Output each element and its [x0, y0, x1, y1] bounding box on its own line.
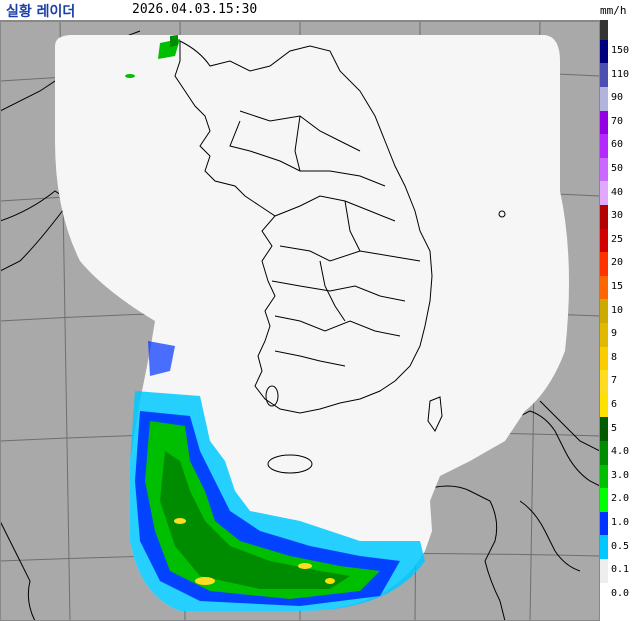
legend-swatch: [600, 110, 608, 135]
legend-swatch: [600, 20, 608, 40]
legend-swatch: [600, 275, 608, 300]
legend-swatch: [600, 511, 608, 536]
legend-label: 15: [611, 281, 624, 292]
jeju-island: [267, 454, 313, 474]
legend-swatch: [600, 39, 608, 64]
legend-swatch: [600, 87, 608, 111]
legend-label: 110: [611, 68, 630, 80]
legend-swatch: [600, 63, 608, 87]
legend-label: 9: [611, 328, 618, 340]
legend-label: 2.0: [611, 493, 630, 505]
legend-label: 70: [611, 115, 624, 127]
legend-swatch: [600, 181, 608, 205]
legend-swatch: [600, 559, 608, 583]
legend-unit-label: mm/h: [600, 4, 627, 17]
islands: [265, 210, 506, 474]
observation-timestamp: 2026.04.03.15:30: [132, 2, 258, 17]
legend-swatch: [600, 370, 608, 394]
legend-label: 5: [611, 422, 618, 434]
legend-swatch: [600, 205, 608, 229]
legend-label: 40: [611, 186, 624, 198]
radar-map[interactable]: [0, 20, 600, 621]
legend-label: 150: [611, 45, 630, 56]
legend-label: 1.0: [611, 517, 630, 528]
page-title: 실황 레이더: [6, 4, 76, 20]
legend-swatch: [600, 441, 608, 465]
precipitation-echoes: [125, 35, 425, 611]
legend-label: 0.1: [611, 564, 630, 576]
legend-swatch: [600, 464, 608, 489]
legend-swatch: [600, 535, 608, 559]
tsushima-island: [427, 396, 443, 432]
legend-swatch: [600, 417, 608, 441]
legend-swatch: [600, 393, 608, 418]
legend-color-bar: [600, 20, 608, 620]
legend-swatch: [600, 488, 608, 512]
legend-label: 0.0: [611, 587, 630, 599]
legend-label: 20: [611, 257, 624, 269]
korea-boundaries: [174, 40, 433, 414]
legend-label: 90: [611, 92, 624, 104]
legend-label: 4.0: [611, 446, 630, 458]
legend-label: 6: [611, 399, 618, 410]
legend-swatch: [600, 157, 608, 182]
precipitation-legend: 150 110 90 70 60 50 40 30 25 20 15 10 9 8 7 6 5 4.0 3.0 2.0…: [600, 20, 635, 620]
legend-label: 0.5: [611, 540, 630, 552]
legend-label: 25: [611, 233, 624, 245]
legend-label: 8: [611, 351, 618, 363]
legend-swatch: [600, 323, 608, 347]
legend-swatch: [600, 134, 608, 158]
legend-label: 60: [611, 139, 624, 151]
legend-swatch: [600, 252, 608, 276]
radar-map-canvas: [0, 21, 600, 621]
legend-swatch: [600, 299, 608, 323]
legend-label: 3.0: [611, 469, 630, 481]
legend-swatch: [600, 228, 608, 253]
legend-label: 30: [611, 210, 624, 222]
legend-label: 10: [611, 304, 624, 316]
legend-swatch: [600, 346, 608, 371]
legend-label: 50: [611, 163, 624, 174]
header-bar: 실황 레이더 2026.04.03.15:30 mm/h: [0, 0, 635, 20]
legend-label: 7: [611, 375, 618, 387]
